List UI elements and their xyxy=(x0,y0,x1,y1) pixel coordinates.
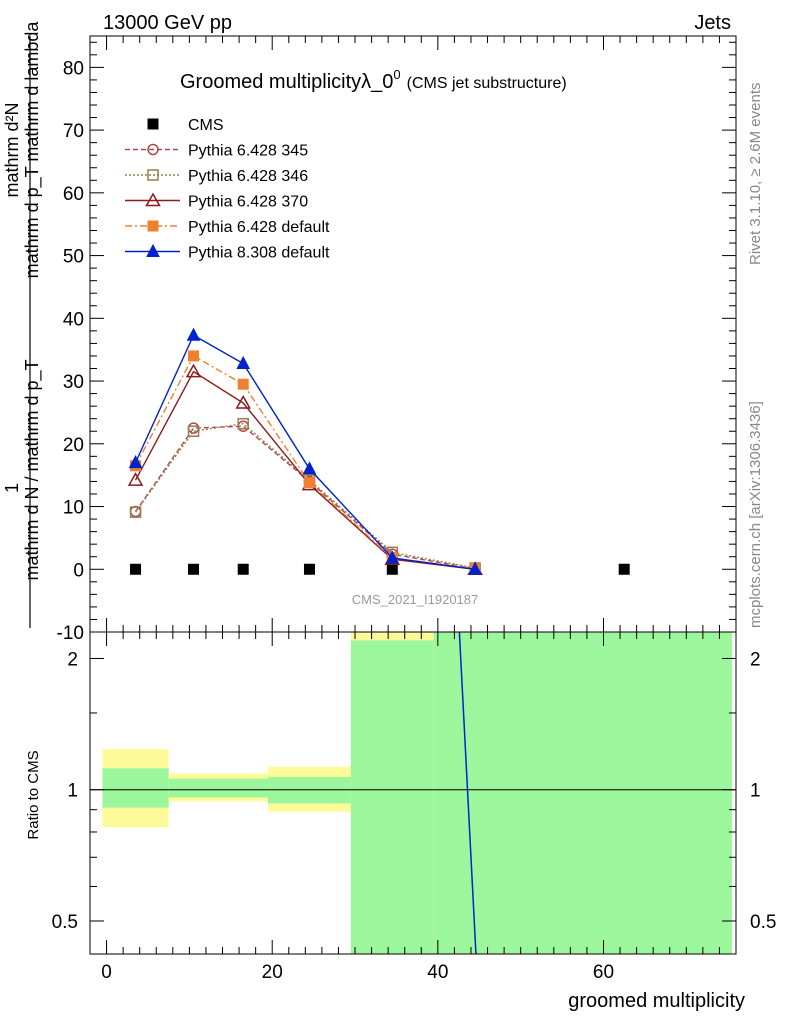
data-point xyxy=(128,455,143,469)
main-frame xyxy=(89,35,737,633)
main-ytick-label: 50 xyxy=(63,247,84,268)
legend-label: Pythia 6.428 default xyxy=(188,219,330,236)
analysis-watermark: CMS_2021_I1920187 xyxy=(352,592,479,607)
ratio-bands xyxy=(90,631,736,955)
legend-label: Pythia 6.428 370 xyxy=(188,194,308,211)
data-point xyxy=(127,472,144,486)
ratio-ytick-label-right: 1 xyxy=(750,781,761,802)
data-point xyxy=(302,461,317,475)
legend-marker xyxy=(147,118,159,130)
main-ytick-label: 0 xyxy=(73,560,84,581)
x-axis-label: groomed multiplicity xyxy=(568,990,745,1012)
main-series-layer xyxy=(127,327,630,576)
main-ytick-label: 40 xyxy=(63,309,84,330)
ratio-panel: 0.5 0.51 12 20 20 40 60 xyxy=(52,631,776,983)
main-ytick-label: -10 xyxy=(57,623,84,644)
legend-entry: Pythia 6.428 default xyxy=(125,219,330,236)
series-line xyxy=(134,334,476,570)
data-point xyxy=(186,327,201,341)
mcplots-reference-label: mcplots.cern.ch [arXiv:1306.3436] xyxy=(747,401,764,628)
main-ytick-label: 70 xyxy=(63,121,84,142)
data-point xyxy=(468,561,482,575)
ratio-frame xyxy=(89,631,737,955)
ratio-y-axis-label: Ratio to CMS xyxy=(25,750,42,839)
legend-entry: Pythia 8.308 default xyxy=(125,243,330,262)
main-y-axis-label: mathrm d²N 1 xyxy=(2,36,31,628)
ratio-band-inner xyxy=(102,768,169,808)
ratio-xtick-label: 60 xyxy=(593,962,614,983)
legend-marker xyxy=(145,192,161,207)
data-point xyxy=(188,563,200,575)
main-y-ticks: -10 0 10 20 30 40 50 60 70 80 xyxy=(57,36,736,644)
legend-entry: Pythia 6.428 346 xyxy=(125,168,308,185)
ratio-ytick-label-right: 2 xyxy=(750,649,761,670)
ratio-band-inner xyxy=(350,640,434,954)
y-label-numerator-right: mathrm d p_T mathrm d lambda xyxy=(22,21,43,279)
legend-marker xyxy=(147,169,159,181)
legend-entry: Pythia 6.428 345 xyxy=(125,143,308,160)
data-point xyxy=(188,350,200,362)
ratio-band-inner xyxy=(433,632,732,954)
plot-title-main: Groomed multiplicityλ_0 xyxy=(180,71,393,93)
legend-marker xyxy=(147,143,159,156)
legend-entry: Pythia 6.428 370 xyxy=(125,192,308,211)
ratio-mc-line xyxy=(458,631,477,955)
main-ytick-label: 20 xyxy=(63,435,84,456)
ratio-band-inner xyxy=(168,778,269,798)
series-line xyxy=(134,370,476,570)
data-point xyxy=(130,563,142,575)
series-line xyxy=(134,425,476,570)
data-point xyxy=(185,363,202,378)
data-point xyxy=(237,378,249,390)
data-point xyxy=(235,394,252,409)
plot-title-sup: 0 xyxy=(393,67,400,82)
ratio-ytick-label: 1 xyxy=(67,781,78,802)
legend-entry: CMS xyxy=(147,117,224,134)
plot-title: Groomed multiplicityλ_00 (CMS jet substru… xyxy=(180,67,567,93)
data-point xyxy=(237,563,249,575)
main-panel: -10 0 10 20 30 40 50 60 70 80 xyxy=(57,35,737,644)
data-point xyxy=(618,563,630,575)
rivet-version-label: Rivet 3.1.10, ≥ 2.6M events xyxy=(747,83,764,266)
series-line xyxy=(134,422,476,569)
series-1 xyxy=(129,420,481,575)
main-ytick-label: 60 xyxy=(63,184,84,205)
data-point xyxy=(237,417,249,430)
ratio-ytick-label-right: 0.5 xyxy=(750,912,776,933)
ratio-xtick-label: 0 xyxy=(101,962,112,983)
data-point xyxy=(385,550,400,564)
ratio-ytick-label: 0.5 xyxy=(52,912,78,933)
ratio-xtick-label: 20 xyxy=(262,962,283,983)
legend-marker xyxy=(146,243,160,257)
data-point xyxy=(236,355,251,369)
beam-energy-label: 13000 GeV pp xyxy=(103,12,232,34)
ratio-xtick-label: 40 xyxy=(427,962,448,983)
data-point xyxy=(129,506,142,518)
legend-label: Pythia 8.308 default xyxy=(188,245,330,262)
series-5 xyxy=(128,327,482,575)
series-2 xyxy=(129,417,481,574)
main-ytick-label: 10 xyxy=(63,498,84,519)
legend-label: CMS xyxy=(188,117,224,134)
data-point xyxy=(187,425,200,437)
legend-label: Pythia 6.428 345 xyxy=(188,143,308,160)
data-point xyxy=(386,563,398,575)
legend: CMS Pythia 6.428 345 Pythia 6.428 346 Pythi… xyxy=(125,117,330,262)
data-point xyxy=(303,477,315,489)
data-point xyxy=(303,563,315,575)
series-0 xyxy=(130,563,630,575)
legend-label: Pythia 6.428 346 xyxy=(188,168,308,185)
ratio-ytick-label: 2 xyxy=(67,649,78,670)
plot-title-sub: (CMS jet substructure) xyxy=(407,75,567,92)
y-label-one: 1 xyxy=(2,483,22,493)
ratio-ticks: 0.5 0.51 12 20 20 40 60 xyxy=(52,632,776,983)
main-ytick-label: 80 xyxy=(63,58,84,79)
y-label-numerator-left: mathrm d²N xyxy=(2,102,22,197)
process-label: Jets xyxy=(694,12,731,34)
y-label-denominator: mathrm d N / mathrm d p_T xyxy=(22,359,43,580)
main-ytick-label: 30 xyxy=(63,372,84,393)
legend-marker xyxy=(147,220,159,232)
